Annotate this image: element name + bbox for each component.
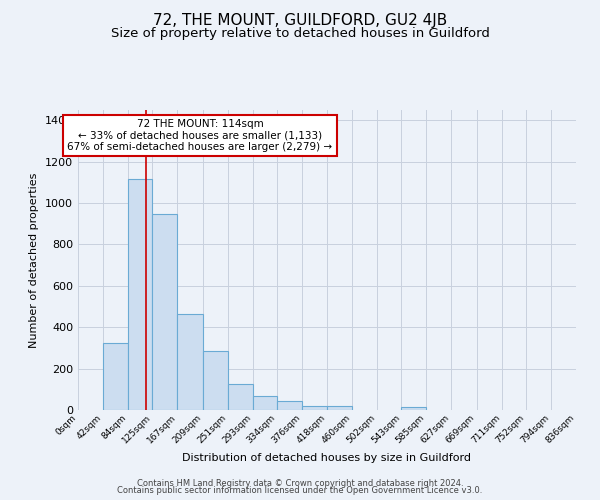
X-axis label: Distribution of detached houses by size in Guildford: Distribution of detached houses by size … [182, 453, 472, 463]
Bar [227, 384, 253, 410]
Bar [103, 343, 128, 410]
Bar [401, 407, 427, 410]
Bar [302, 406, 327, 410]
Text: Size of property relative to detached houses in Guildford: Size of property relative to detached ho… [110, 28, 490, 40]
Text: Contains HM Land Registry data © Crown copyright and database right 2024.: Contains HM Land Registry data © Crown c… [137, 478, 463, 488]
Bar [128, 180, 152, 410]
Text: 72, THE MOUNT, GUILDFORD, GU2 4JB: 72, THE MOUNT, GUILDFORD, GU2 4JB [153, 12, 447, 28]
Text: 72 THE MOUNT: 114sqm
← 33% of detached houses are smaller (1,133)
67% of semi-de: 72 THE MOUNT: 114sqm ← 33% of detached h… [67, 119, 332, 152]
Bar [152, 214, 178, 410]
Text: Contains public sector information licensed under the Open Government Licence v3: Contains public sector information licen… [118, 486, 482, 495]
Bar [178, 314, 203, 410]
Bar [203, 351, 227, 410]
Bar [277, 400, 302, 410]
Bar [253, 396, 277, 410]
Bar [327, 406, 352, 410]
Y-axis label: Number of detached properties: Number of detached properties [29, 172, 40, 348]
